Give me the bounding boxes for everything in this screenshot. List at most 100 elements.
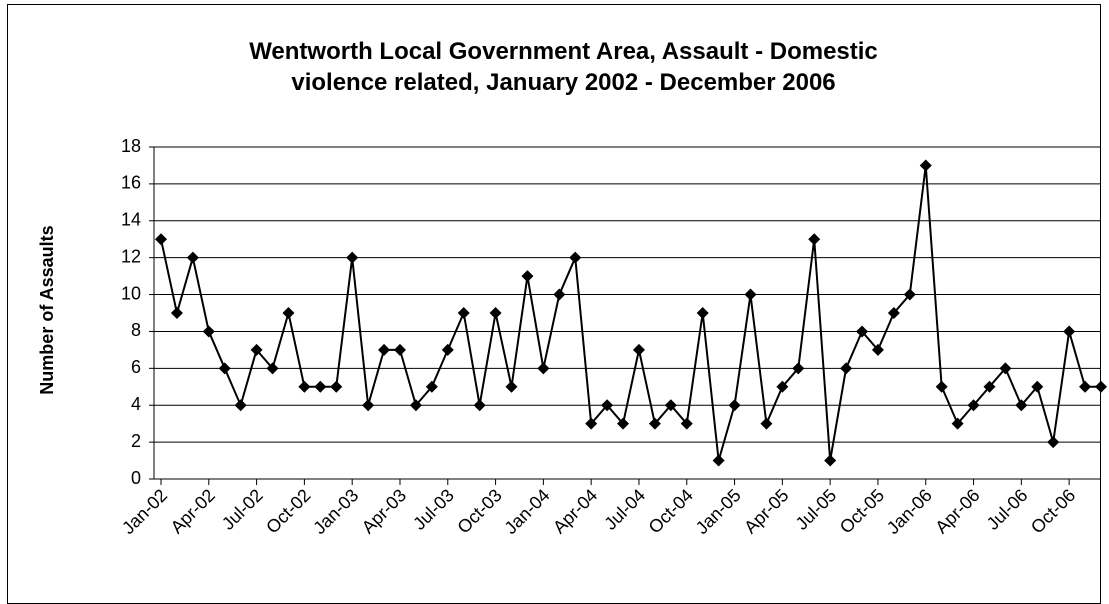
data-point xyxy=(728,399,741,412)
data-point xyxy=(362,399,375,412)
data-point xyxy=(1063,325,1076,338)
data-point xyxy=(521,270,534,283)
chart-title-line-1: Wentworth Local Government Area, Assault… xyxy=(249,38,878,65)
x-tick-label: Jan-05 xyxy=(692,485,745,538)
data-point xyxy=(425,380,438,393)
data-point xyxy=(553,288,566,301)
data-point xyxy=(314,380,327,393)
chart-frame xyxy=(7,4,1101,604)
x-tick-label: Apr-06 xyxy=(931,485,983,537)
data-point xyxy=(585,417,598,430)
x-tick-label: Jul-04 xyxy=(600,485,649,534)
data-point xyxy=(983,380,996,393)
x-tick-label: Oct-06 xyxy=(1027,485,1079,537)
data-point xyxy=(186,251,199,264)
y-tick-label: 18 xyxy=(121,136,141,156)
y-axis-ticks: 0 2 4 6 8 10 12 14 16 18 xyxy=(121,136,154,488)
data-point xyxy=(856,325,869,338)
data-point xyxy=(266,362,279,375)
chart-title-line-2: violence related, January 2002 - Decembe… xyxy=(291,69,836,96)
data-point xyxy=(330,380,343,393)
axes xyxy=(153,147,1101,480)
data-point xyxy=(840,362,853,375)
data-point xyxy=(1079,380,1092,393)
data-point xyxy=(1015,399,1028,412)
y-axis-title: Number of Assaults xyxy=(37,225,57,394)
y-tick-label: 8 xyxy=(131,320,141,340)
x-tick-label: Oct-02 xyxy=(262,485,314,537)
x-tick-label: Jul-05 xyxy=(792,485,841,534)
y-tick-label: 12 xyxy=(121,246,141,266)
data-point xyxy=(282,307,295,319)
data-point xyxy=(569,251,582,264)
x-tick-label: Oct-03 xyxy=(453,485,505,537)
x-tick-label: Jan-02 xyxy=(118,485,171,538)
data-point xyxy=(935,380,948,393)
data-point xyxy=(887,307,900,319)
x-tick-label: Apr-03 xyxy=(358,485,410,537)
data-point xyxy=(234,399,247,412)
series-polyline xyxy=(160,165,1101,461)
data-point xyxy=(1031,380,1044,393)
data-point xyxy=(346,251,359,264)
data-point xyxy=(999,362,1012,375)
x-tick-label: Apr-04 xyxy=(549,485,601,537)
data-point xyxy=(1095,380,1107,393)
x-tick-label: Apr-05 xyxy=(740,485,792,537)
data-point xyxy=(170,307,183,319)
data-point xyxy=(680,417,693,430)
data-point xyxy=(617,417,630,430)
data-point xyxy=(808,233,821,246)
y-tick-label: 0 xyxy=(131,468,141,488)
x-tick-label: Jan-06 xyxy=(883,485,936,538)
data-point xyxy=(712,454,725,467)
data-point xyxy=(967,399,980,412)
data-point xyxy=(505,380,518,393)
data-point xyxy=(824,454,837,467)
data-point xyxy=(776,380,789,393)
x-tick-label: Jul-02 xyxy=(218,485,267,534)
x-tick-label: Oct-04 xyxy=(645,485,697,537)
data-point xyxy=(919,159,932,172)
y-tick-label: 6 xyxy=(131,357,141,377)
data-point xyxy=(871,343,884,356)
data-point xyxy=(537,362,550,375)
data-point xyxy=(155,233,167,246)
data-point xyxy=(696,307,709,319)
series-markers xyxy=(155,159,1107,467)
data-point xyxy=(378,343,391,356)
data-point xyxy=(457,307,470,319)
y-tick-label: 14 xyxy=(121,210,141,230)
chart-title: Wentworth Local Government Area, Assault… xyxy=(0,36,1109,98)
y-tick-label: 2 xyxy=(131,431,141,451)
grid-lines xyxy=(154,146,1101,443)
data-point xyxy=(441,343,454,356)
data-point xyxy=(601,399,614,412)
data-point xyxy=(202,325,215,338)
data-point xyxy=(218,362,231,375)
data-point xyxy=(792,362,805,375)
data-point xyxy=(632,343,645,356)
series-line xyxy=(160,165,1101,461)
data-point xyxy=(250,343,263,356)
data-point xyxy=(903,288,916,301)
y-tick-label: 10 xyxy=(121,283,141,303)
data-point xyxy=(298,380,311,393)
x-axis-ticks: Jan-02Apr-02Jul-02Oct-02Jan-03Apr-03Jul-… xyxy=(118,479,1079,538)
y-tick-label: 16 xyxy=(121,173,141,193)
data-point xyxy=(393,343,406,356)
x-tick-label: Apr-02 xyxy=(167,485,219,537)
data-point xyxy=(951,417,964,430)
x-tick-label: Jan-04 xyxy=(500,485,553,538)
data-point xyxy=(409,399,422,412)
x-tick-label: Jul-06 xyxy=(983,485,1032,534)
data-point xyxy=(664,399,677,412)
x-tick-label: Jul-03 xyxy=(409,485,458,534)
x-tick-label: Jan-03 xyxy=(309,485,362,538)
y-tick-label: 4 xyxy=(131,394,141,414)
data-point xyxy=(760,417,773,430)
x-tick-label: Oct-05 xyxy=(836,485,888,537)
data-point xyxy=(744,288,757,301)
data-point xyxy=(1047,436,1060,449)
